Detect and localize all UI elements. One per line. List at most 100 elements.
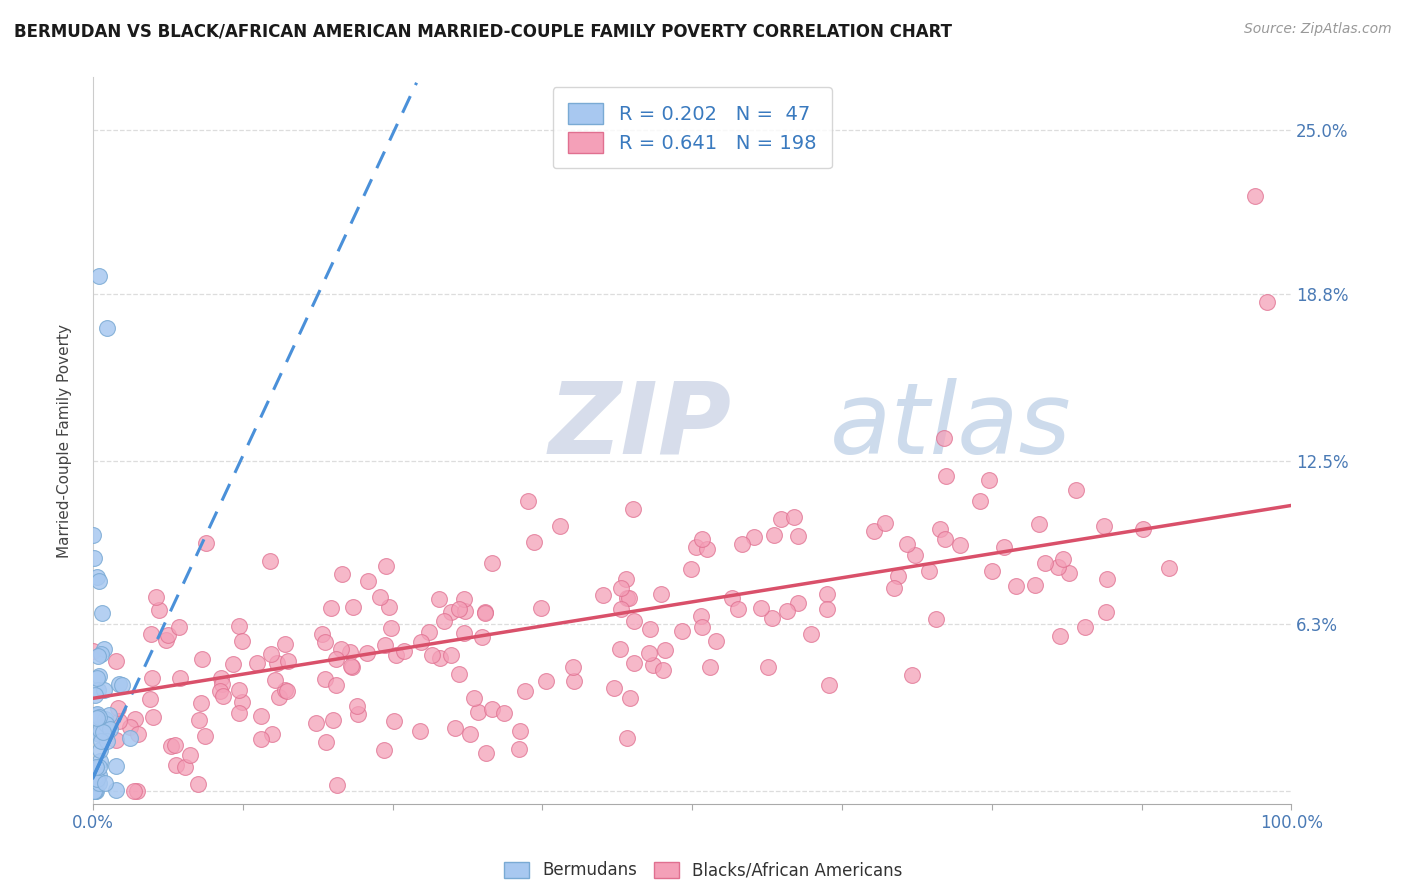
Point bbox=[105, 783, 128, 797]
Point bbox=[141, 627, 163, 641]
Point bbox=[347, 706, 370, 721]
Point bbox=[165, 739, 187, 753]
Point bbox=[314, 672, 336, 686]
Point bbox=[762, 528, 785, 542]
Point bbox=[346, 699, 368, 714]
Point bbox=[262, 727, 284, 741]
Point bbox=[368, 591, 391, 605]
Point bbox=[107, 676, 129, 690]
Point bbox=[211, 677, 233, 691]
Point bbox=[111, 678, 134, 692]
Point bbox=[1094, 605, 1116, 619]
Point bbox=[1074, 620, 1097, 634]
Point bbox=[141, 671, 163, 685]
Point bbox=[776, 605, 799, 619]
Point bbox=[122, 784, 145, 798]
Point bbox=[96, 717, 118, 731]
Point bbox=[188, 713, 211, 727]
Point bbox=[883, 581, 905, 595]
Point bbox=[1024, 577, 1046, 591]
Point bbox=[330, 567, 353, 582]
Point bbox=[727, 602, 749, 616]
Point bbox=[409, 723, 432, 738]
Point bbox=[800, 626, 823, 640]
Point bbox=[231, 634, 253, 648]
Point bbox=[86, 706, 108, 721]
Point bbox=[322, 713, 344, 727]
Point bbox=[187, 777, 209, 791]
Point bbox=[89, 754, 111, 768]
Point bbox=[90, 734, 112, 748]
Point bbox=[96, 321, 118, 335]
Point bbox=[769, 512, 792, 526]
Point bbox=[1057, 566, 1080, 581]
Point bbox=[340, 658, 363, 673]
Point bbox=[522, 535, 544, 549]
Point bbox=[86, 683, 108, 698]
Point bbox=[145, 590, 167, 604]
Point bbox=[427, 591, 450, 606]
Point bbox=[212, 689, 235, 703]
Point bbox=[904, 549, 927, 563]
Point bbox=[89, 726, 111, 740]
Point bbox=[494, 706, 516, 721]
Point bbox=[94, 776, 117, 790]
Point bbox=[617, 591, 640, 606]
Point bbox=[221, 657, 243, 672]
Point bbox=[690, 532, 713, 546]
Point bbox=[83, 784, 105, 798]
Point bbox=[228, 682, 250, 697]
Point bbox=[246, 656, 269, 670]
Point bbox=[671, 624, 693, 639]
Text: atlas: atlas bbox=[830, 377, 1071, 475]
Point bbox=[654, 643, 676, 657]
Point bbox=[420, 648, 443, 663]
Point bbox=[1049, 629, 1071, 643]
Point bbox=[418, 624, 440, 639]
Point bbox=[917, 564, 939, 578]
Point bbox=[127, 726, 149, 740]
Point bbox=[325, 678, 347, 692]
Text: BERMUDAN VS BLACK/AFRICAN AMERICAN MARRIED-COUPLE FAMILY POVERTY CORRELATION CHA: BERMUDAN VS BLACK/AFRICAN AMERICAN MARRI… bbox=[14, 22, 952, 40]
Point bbox=[1028, 516, 1050, 531]
Point bbox=[94, 712, 117, 726]
Point bbox=[142, 710, 165, 724]
Point bbox=[249, 732, 271, 747]
Point bbox=[1256, 295, 1278, 310]
Point bbox=[325, 778, 347, 792]
Point bbox=[863, 524, 886, 538]
Point bbox=[474, 605, 496, 619]
Point bbox=[1005, 579, 1028, 593]
Point bbox=[444, 722, 467, 736]
Point bbox=[373, 743, 395, 757]
Point bbox=[481, 556, 503, 570]
Point bbox=[325, 652, 347, 666]
Point bbox=[690, 620, 713, 634]
Point bbox=[165, 758, 187, 772]
Point bbox=[311, 627, 333, 641]
Point bbox=[105, 733, 128, 747]
Point bbox=[87, 574, 110, 588]
Point bbox=[157, 628, 180, 642]
Point bbox=[704, 634, 727, 648]
Point bbox=[274, 683, 297, 698]
Point bbox=[89, 776, 111, 790]
Point bbox=[124, 712, 146, 726]
Point bbox=[641, 658, 664, 673]
Point bbox=[1095, 572, 1118, 586]
Point bbox=[562, 660, 585, 674]
Point bbox=[453, 591, 475, 606]
Point bbox=[471, 630, 494, 644]
Point bbox=[815, 587, 838, 601]
Point bbox=[592, 588, 614, 602]
Point bbox=[440, 648, 463, 662]
Point bbox=[228, 619, 250, 633]
Point bbox=[749, 601, 772, 615]
Point bbox=[1132, 522, 1154, 536]
Point bbox=[1052, 552, 1074, 566]
Point bbox=[929, 522, 952, 536]
Point bbox=[516, 494, 538, 508]
Point bbox=[118, 720, 141, 734]
Point bbox=[90, 606, 112, 620]
Point bbox=[190, 697, 212, 711]
